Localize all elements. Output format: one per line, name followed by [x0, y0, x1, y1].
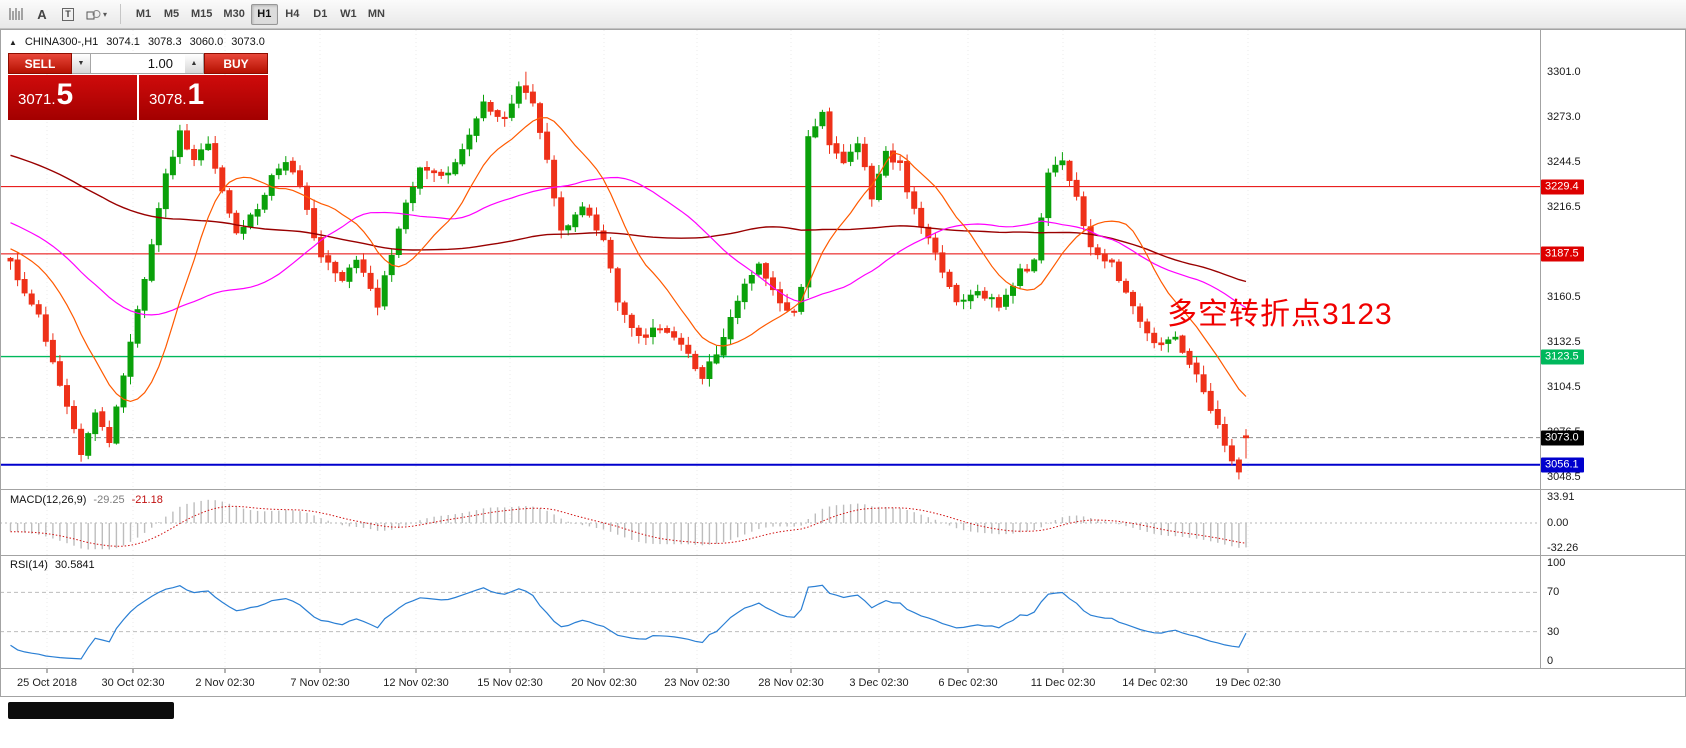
crosshair-grid-icon[interactable]: [4, 3, 28, 25]
timeframe-button-h4[interactable]: H4: [285, 8, 300, 20]
price-tag-3187.5: 3187.5: [1541, 246, 1584, 262]
buy-price-main: 3078.: [149, 91, 187, 108]
price-tag-3073.0: 3073.0: [1541, 430, 1584, 446]
price-tag-3123.5: 3123.5: [1541, 349, 1584, 365]
symbol-info: ▲ CHINA300-,H1 3074.1 3078.3 3060.0 3073…: [9, 36, 265, 48]
buy-button[interactable]: BUY: [204, 53, 268, 74]
ma-line-13: [10, 117, 1247, 403]
one-click-trading-panel: SELL ▼ 1.00 ▲ BUY 3071. 5 3078. 1: [8, 53, 268, 120]
shapes-dropdown-icon[interactable]: ▾: [82, 3, 111, 25]
rsi-axis-label: 30: [1547, 625, 1560, 638]
rsi-line: [10, 584, 1247, 660]
macd-value-signal: -21.18: [131, 494, 163, 506]
sell-price-main: 3071.: [18, 91, 56, 108]
price-axis-label: 3273.0: [1547, 110, 1581, 123]
price-tag-3229.4: 3229.4: [1541, 179, 1584, 195]
shapes-glyph: [86, 9, 101, 19]
ma-line-90: [10, 154, 1247, 283]
candles: [7, 71, 1249, 480]
text-box-glyph: T: [62, 7, 74, 21]
text-box-icon[interactable]: T: [56, 3, 80, 25]
price-axis-label: 3048.5: [1547, 471, 1581, 483]
timeframe-button-w1[interactable]: W1: [340, 8, 357, 20]
price-axis-label: 3216.5: [1547, 201, 1581, 214]
volume-decrease-button[interactable]: ▼: [72, 53, 91, 74]
timeframe-button-m1[interactable]: M1: [135, 8, 152, 20]
ma-line-34: [10, 176, 1247, 316]
rsi-label: RSI(14) 30.5841: [10, 559, 95, 571]
trade-panel-quotes: 3071. 5 3078. 1: [8, 75, 268, 120]
macd-name: MACD(12,26,9): [10, 494, 87, 506]
macd-axis-label: -32.26: [1547, 542, 1579, 555]
price-axis-label: 3244.5: [1547, 156, 1581, 169]
rsi-axis-label: 0: [1547, 655, 1554, 667]
trade-panel-controls: SELL ▼ 1.00 ▲ BUY: [8, 53, 268, 74]
toolbar-separator: [120, 4, 122, 24]
rsi-value: 30.5841: [54, 559, 95, 571]
crosshair-grid-glyph: [9, 8, 23, 20]
text-label-icon[interactable]: A: [30, 3, 54, 25]
price-axis[interactable]: 3301.0 3273.0 3244.5 3216.5 3187.5 3160.5 3132…: [1540, 0, 1686, 700]
timeframe-button-group: M1 M5 M15 M30 H1 H4 D1 W1 MN: [130, 3, 390, 25]
dropdown-chevron-icon: ▾: [103, 9, 108, 19]
pane-borders: [0, 29, 1686, 697]
sell-price-display[interactable]: 3071. 5: [8, 75, 137, 120]
timeframe-button-h1[interactable]: H1: [250, 3, 278, 25]
text-label-glyph: A: [37, 6, 47, 22]
collapse-triangle-icon[interactable]: ▲: [9, 37, 17, 47]
buy-price-big-digit: 1: [187, 78, 205, 111]
ohlc-low: 3060.0: [189, 36, 224, 48]
toolbar: A T ▾ M1 M5 M15 M30 H1 H4 D1 W1 MN: [0, 0, 1686, 29]
macd-value-main: -29.25: [93, 494, 125, 506]
ohlc-open: 3074.1: [106, 36, 140, 48]
timeframe-button-m30[interactable]: M30: [223, 8, 245, 20]
buy-price-display[interactable]: 3078. 1: [139, 75, 268, 120]
macd-signal-line: [10, 505, 1247, 547]
price-tag-3056.1: 3056.1: [1541, 457, 1584, 473]
volume-increase-button[interactable]: ▲: [185, 53, 204, 74]
timeframe-button-m5[interactable]: M5: [163, 8, 180, 20]
volume-input[interactable]: 1.00: [91, 53, 185, 74]
timeframe-button-d1[interactable]: D1: [313, 8, 328, 20]
time-ticks: [46, 669, 1249, 673]
price-axis-label: 3160.5: [1547, 291, 1581, 304]
price-axis-label: 3301.0: [1547, 65, 1581, 78]
ohlc-high: 3078.3: [147, 36, 182, 48]
macd-label: MACD(12,26,9) -29.25 -21.18: [10, 494, 163, 506]
macd-axis-label: 33.91: [1547, 490, 1575, 503]
timeframe-button-mn[interactable]: MN: [367, 8, 385, 20]
chart-annotation[interactable]: 多空转折点3123: [1167, 298, 1393, 331]
rsi-axis-label: 70: [1547, 586, 1560, 599]
macd-axis-label: 0.00: [1547, 517, 1569, 529]
macd-histogram: [9, 499, 1247, 550]
ohlc-close: 3073.0: [231, 36, 265, 48]
bottom-tab[interactable]: [8, 702, 174, 719]
timeframe-button-m15[interactable]: M15: [191, 8, 213, 20]
price-axis-label: 3104.5: [1547, 381, 1581, 394]
rsi-name: RSI(14): [10, 559, 48, 571]
price-axis-label: 3132.5: [1547, 336, 1581, 349]
symbol-name: CHINA300-,H1: [24, 36, 99, 48]
rsi-axis-label: 100: [1547, 557, 1566, 569]
sell-price-big-digit: 5: [56, 78, 74, 111]
grid: [46, 30, 1249, 668]
sell-button[interactable]: SELL: [8, 53, 72, 74]
